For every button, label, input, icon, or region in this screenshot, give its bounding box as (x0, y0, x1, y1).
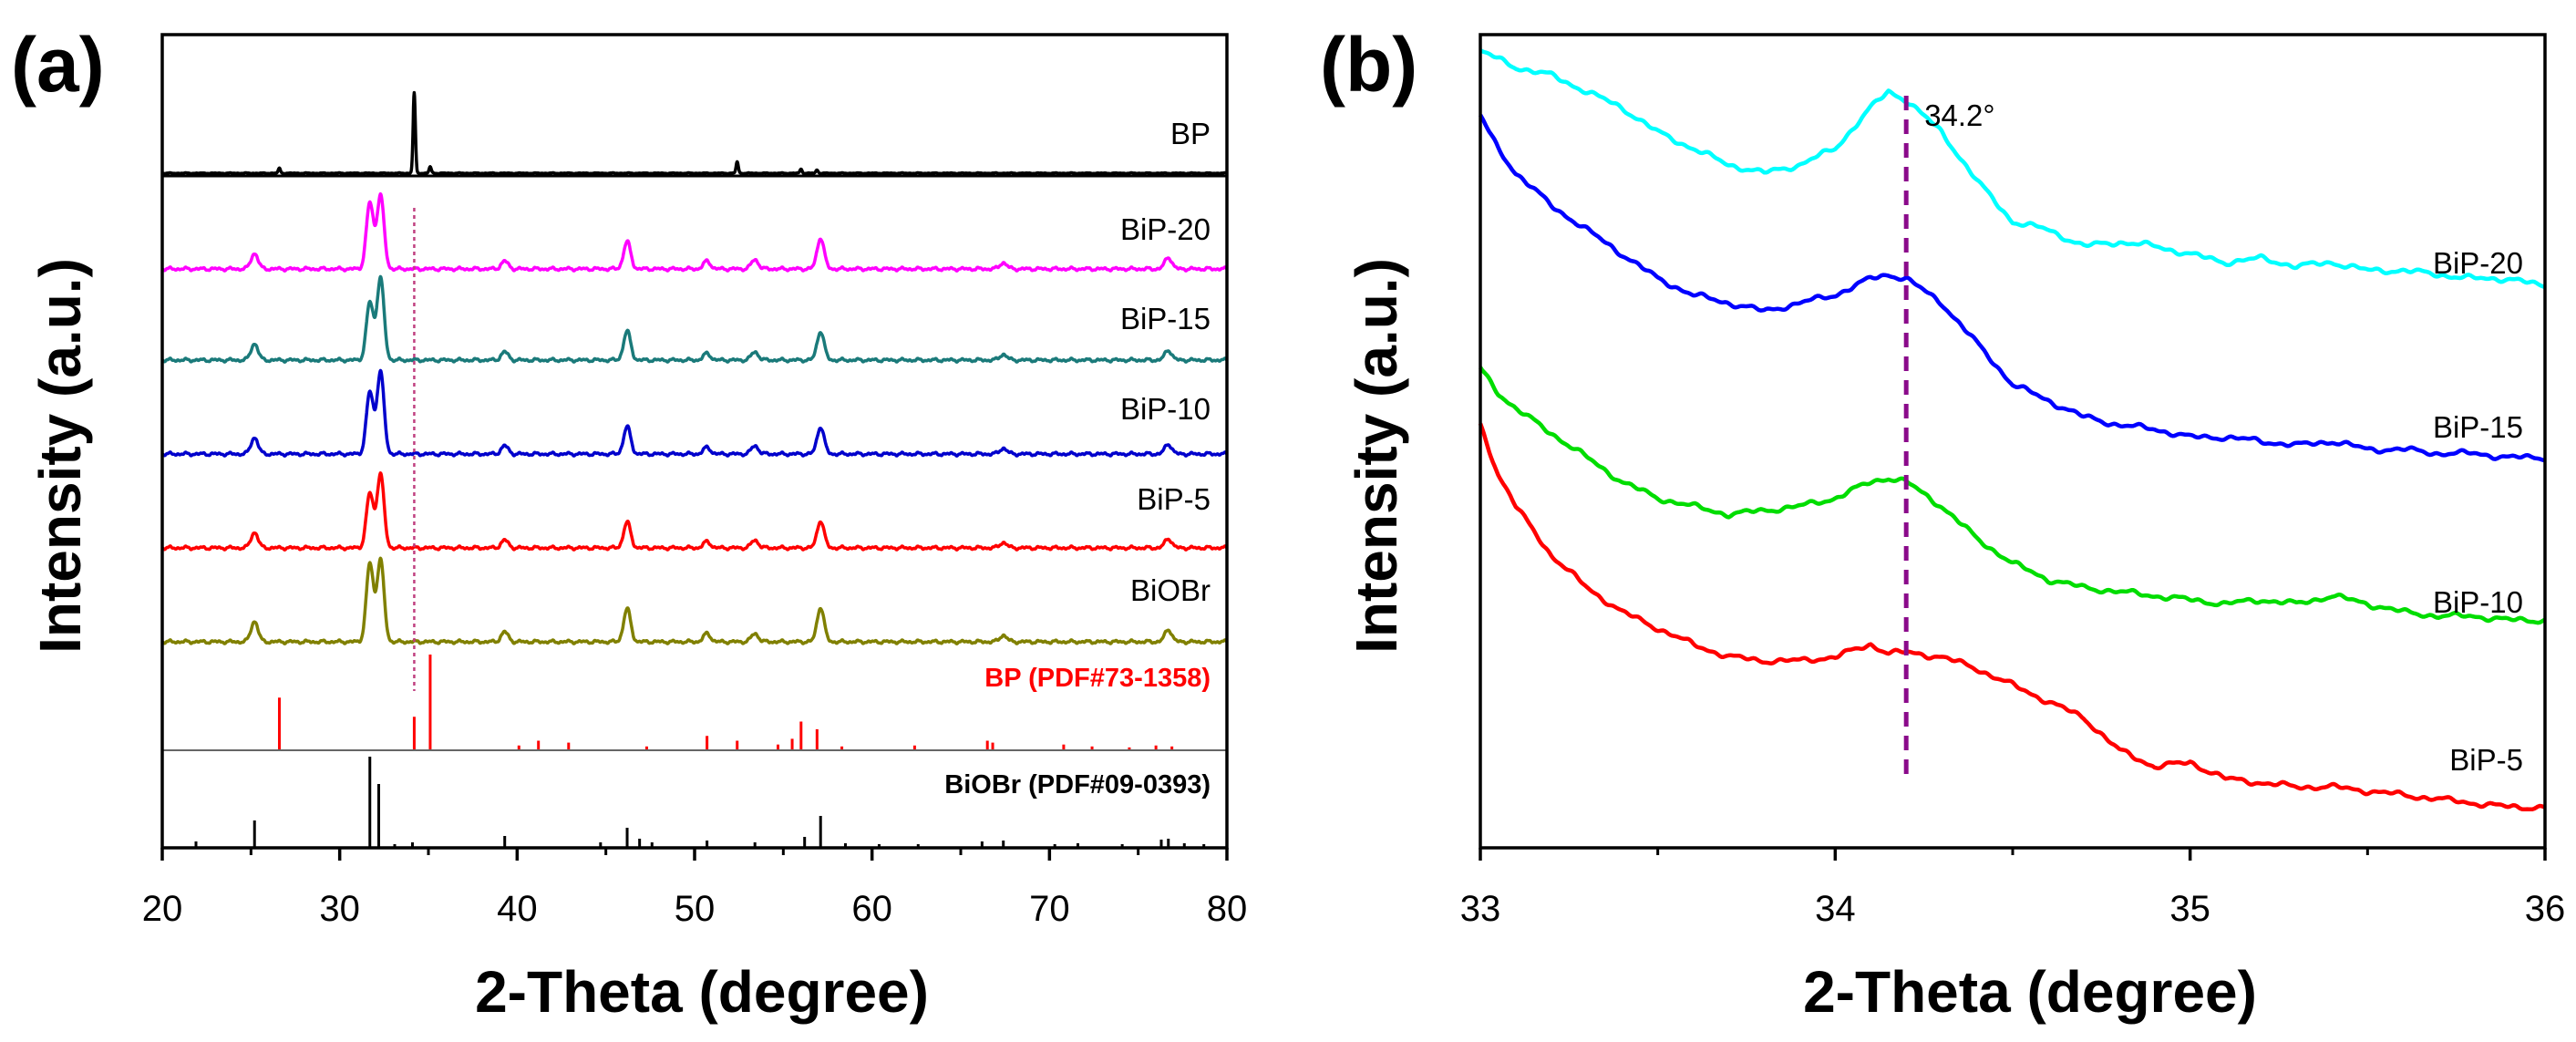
series-line-bip-15 (160, 274, 1229, 364)
panel-b-frame (1479, 33, 2547, 850)
panel-a-x-axis-title: 2-Theta (degree) (475, 959, 929, 1025)
series-line-bip-10 (1479, 366, 2547, 625)
x-tick-label: 34 (1815, 889, 1856, 929)
series-line-bip-5 (1478, 422, 2546, 812)
panel-a-traces: BP BiP-20 BiP-15 BiP-10 BiP-5 BiOBr BP (PDF#73… (160, 90, 1229, 848)
panel-b-x-axis-title: 2-Theta (degree) (1803, 959, 2257, 1025)
series-label-bip-10: BiP-10 (2433, 585, 2523, 619)
reference-bp-pdf-73-1358 (277, 655, 1174, 750)
x-tick-label: 70 (1029, 889, 1070, 929)
panel-a-x-ticks: 20 30 40 50 60 70 80 (142, 848, 1248, 929)
series-label-bip-5: BiP-5 (1137, 482, 1211, 516)
x-tick-label: 40 (497, 889, 538, 929)
x-tick-label: 36 (2525, 889, 2566, 929)
panel-b-y-axis-title: Intensity (a.u.) (1344, 258, 1409, 654)
x-tick-label: 20 (142, 889, 183, 929)
x-tick-label: 35 (2169, 889, 2210, 929)
series-line-bp (160, 90, 1229, 176)
reference-biobr-pdf-09-0393 (194, 757, 1206, 848)
series-line-bip-10 (160, 368, 1229, 458)
series-label-bip-5: BiP-5 (2449, 743, 2523, 777)
panel-b-traces: BiP-20 BiP-15 BiP-10 BiP-5 34.2° (1478, 48, 2547, 812)
panel-a: (a) BP BiP-20 BiP-15 BiP-10 BiP-5 BiOBr BP (PD… (11, 22, 1247, 1025)
series-line-bip-20 (1479, 48, 2546, 290)
series-line-biobr (160, 556, 1229, 645)
series-label-bip-15: BiP-15 (2433, 410, 2523, 444)
x-tick-label: 50 (675, 889, 716, 929)
series-label-bp: BP (1170, 117, 1211, 150)
x-tick-label: 60 (851, 889, 892, 929)
reference-label-biobr-pdf-09-0393: BiOBr (PDF#09-0393) (944, 770, 1211, 800)
series-line-bip-5 (160, 471, 1229, 552)
marker-annotation: 34.2° (1924, 98, 1994, 132)
panel-b-label: (b) (1320, 22, 1417, 108)
series-label-bip-20: BiP-20 (2433, 246, 2523, 280)
series-label-biobr: BiOBr (1130, 573, 1211, 607)
panel-a-axes-frame (160, 33, 1229, 850)
series-line-bip-15 (1479, 113, 2546, 463)
series-label-bip-10: BiP-10 (1120, 392, 1211, 426)
reference-label-bp-pdf-73-1358: BP (PDF#73-1358) (984, 664, 1211, 693)
panel-b-axes-frame (1479, 33, 2547, 850)
series-line-bip-20 (160, 191, 1229, 273)
series-label-bip-15: BiP-15 (1120, 302, 1211, 335)
panel-a-label: (a) (11, 22, 105, 108)
x-tick-label: 33 (1460, 889, 1501, 929)
panel-b-x-ticks: 33 34 35 36 (1460, 848, 2566, 929)
panel-a-frame (160, 33, 1229, 850)
series-label-bip-20: BiP-20 (1120, 212, 1211, 246)
x-tick-label: 80 (1207, 889, 1248, 929)
x-tick-label: 30 (319, 889, 360, 929)
panel-a-y-axis-title: Intensity (a.u.) (27, 258, 93, 654)
